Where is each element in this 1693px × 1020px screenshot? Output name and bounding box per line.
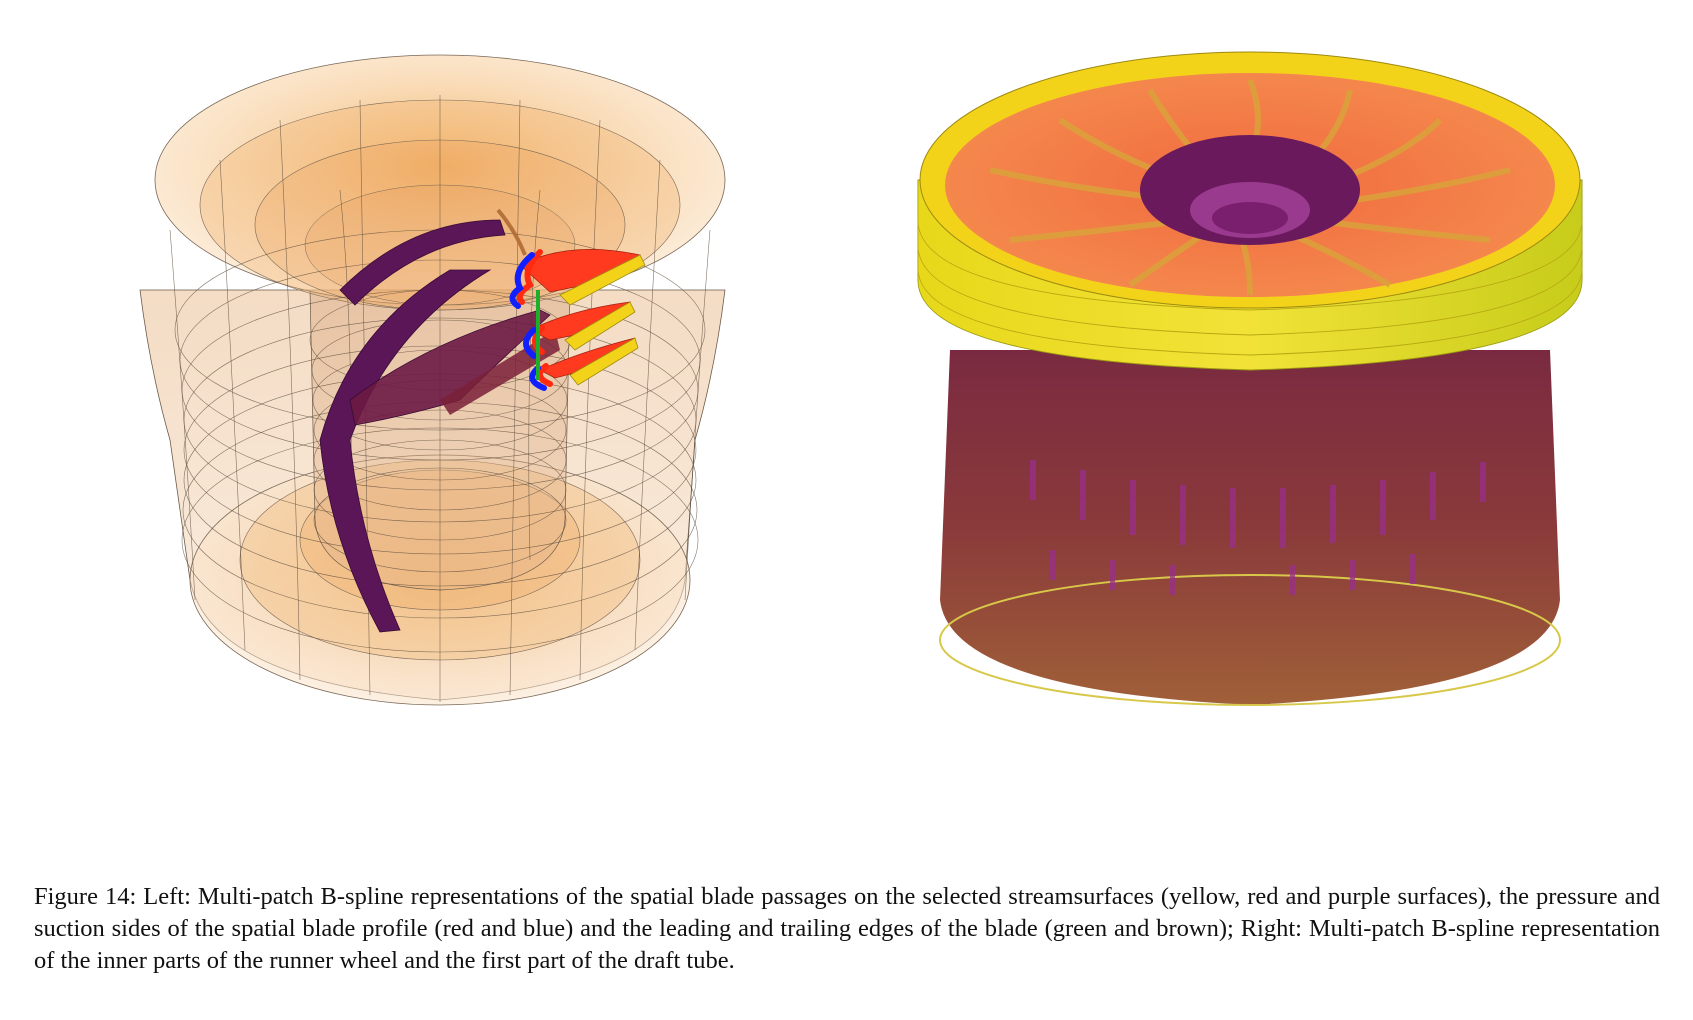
trailing-edge [496,208,527,256]
multi-patch-blade-passages-figure [139,54,726,706]
figure-14 [139,51,1583,706]
figure-caption: Figure 14: Left: Multi-patch B-spline re… [34,882,1660,974]
draft-tube-pattern [1030,460,1486,595]
purple-streamsurface [339,219,506,306]
draft-tube [940,350,1560,705]
runner-wheel-draft-tube-figure [917,51,1583,706]
